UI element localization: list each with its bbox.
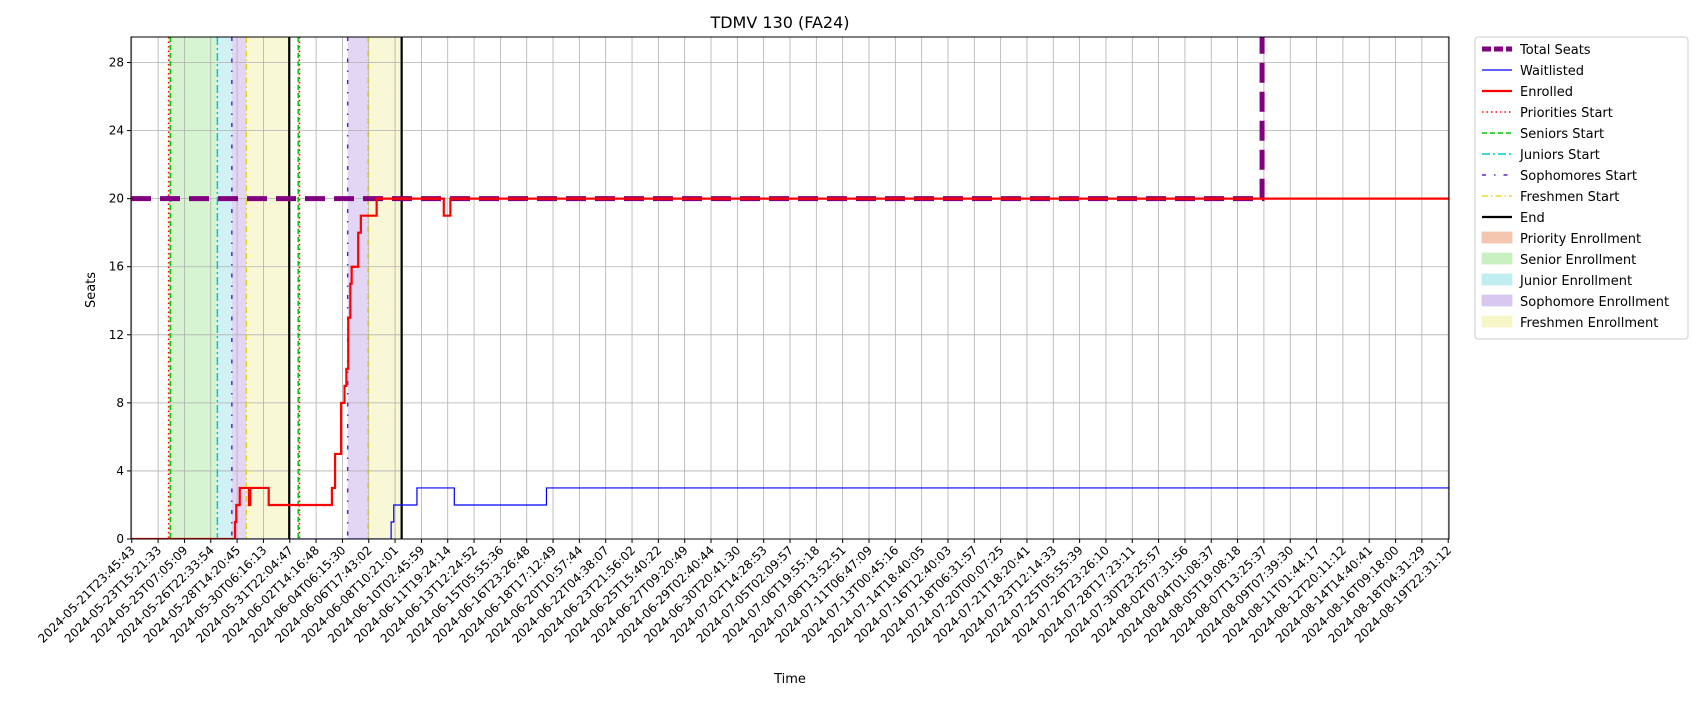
legend-label: Sophomore Enrollment	[1520, 295, 1669, 310]
legend: Total Seats Waitlisted Enrolled Priorities …	[1474, 36, 1689, 340]
y-tick-label: 4	[116, 464, 124, 478]
legend-label: Freshmen Start	[1520, 190, 1619, 205]
legend-swatch	[1481, 231, 1513, 244]
legend-swatch	[1481, 294, 1513, 307]
y-axis-label: Seats	[84, 272, 99, 308]
legend-label: Priorities Start	[1520, 106, 1613, 121]
shaded-region-sophomore-enrollment	[231, 37, 247, 539]
legend-label: Sophomores Start	[1520, 169, 1637, 184]
legend-label: Junior Enrollment	[1519, 274, 1632, 289]
shaded-region-senior-enrollment	[170, 37, 218, 539]
legend-label: Seniors Start	[1520, 127, 1604, 142]
y-tick-label: 28	[109, 56, 124, 70]
y-tick-label: 24	[109, 124, 124, 138]
legend-label: Priority Enrollment	[1520, 232, 1641, 247]
series-waitlisted	[131, 487, 1449, 539]
x-axis-label: Time	[773, 672, 806, 687]
legend-swatch	[1481, 273, 1513, 286]
chart-title: TDMV 130 (FA24)	[709, 13, 849, 32]
shaded-region-freshmen-enrollment	[246, 37, 290, 539]
plot-area: 04812162024282024-05-21T23:45:432024-05-…	[35, 36, 1454, 646]
legend-label: Waitlisted	[1520, 64, 1584, 79]
legend-label: Enrolled	[1520, 85, 1573, 100]
y-tick-label: 20	[109, 192, 124, 206]
legend-label: Juniors Start	[1519, 148, 1600, 163]
y-tick-label: 16	[109, 260, 124, 274]
legend-label: Freshmen Enrollment	[1520, 316, 1658, 331]
series-enrolled	[131, 197, 1449, 539]
legend-label: End	[1520, 211, 1545, 226]
shaded-region-freshmen-enrollment	[367, 37, 402, 539]
shaded-region-priority-enrollment	[168, 37, 171, 539]
shaded-region-junior-enrollment	[217, 37, 232, 539]
y-tick-label: 12	[109, 328, 124, 342]
y-tick-label: 0	[116, 532, 124, 546]
shaded-region-sophomore-enrollment	[347, 37, 368, 539]
legend-label: Total Seats	[1519, 43, 1591, 58]
legend-label: Senior Enrollment	[1520, 253, 1636, 268]
legend-box	[1474, 36, 1689, 340]
legend-swatch	[1481, 315, 1513, 328]
legend-swatch	[1481, 252, 1513, 265]
y-tick-label: 8	[116, 396, 124, 410]
